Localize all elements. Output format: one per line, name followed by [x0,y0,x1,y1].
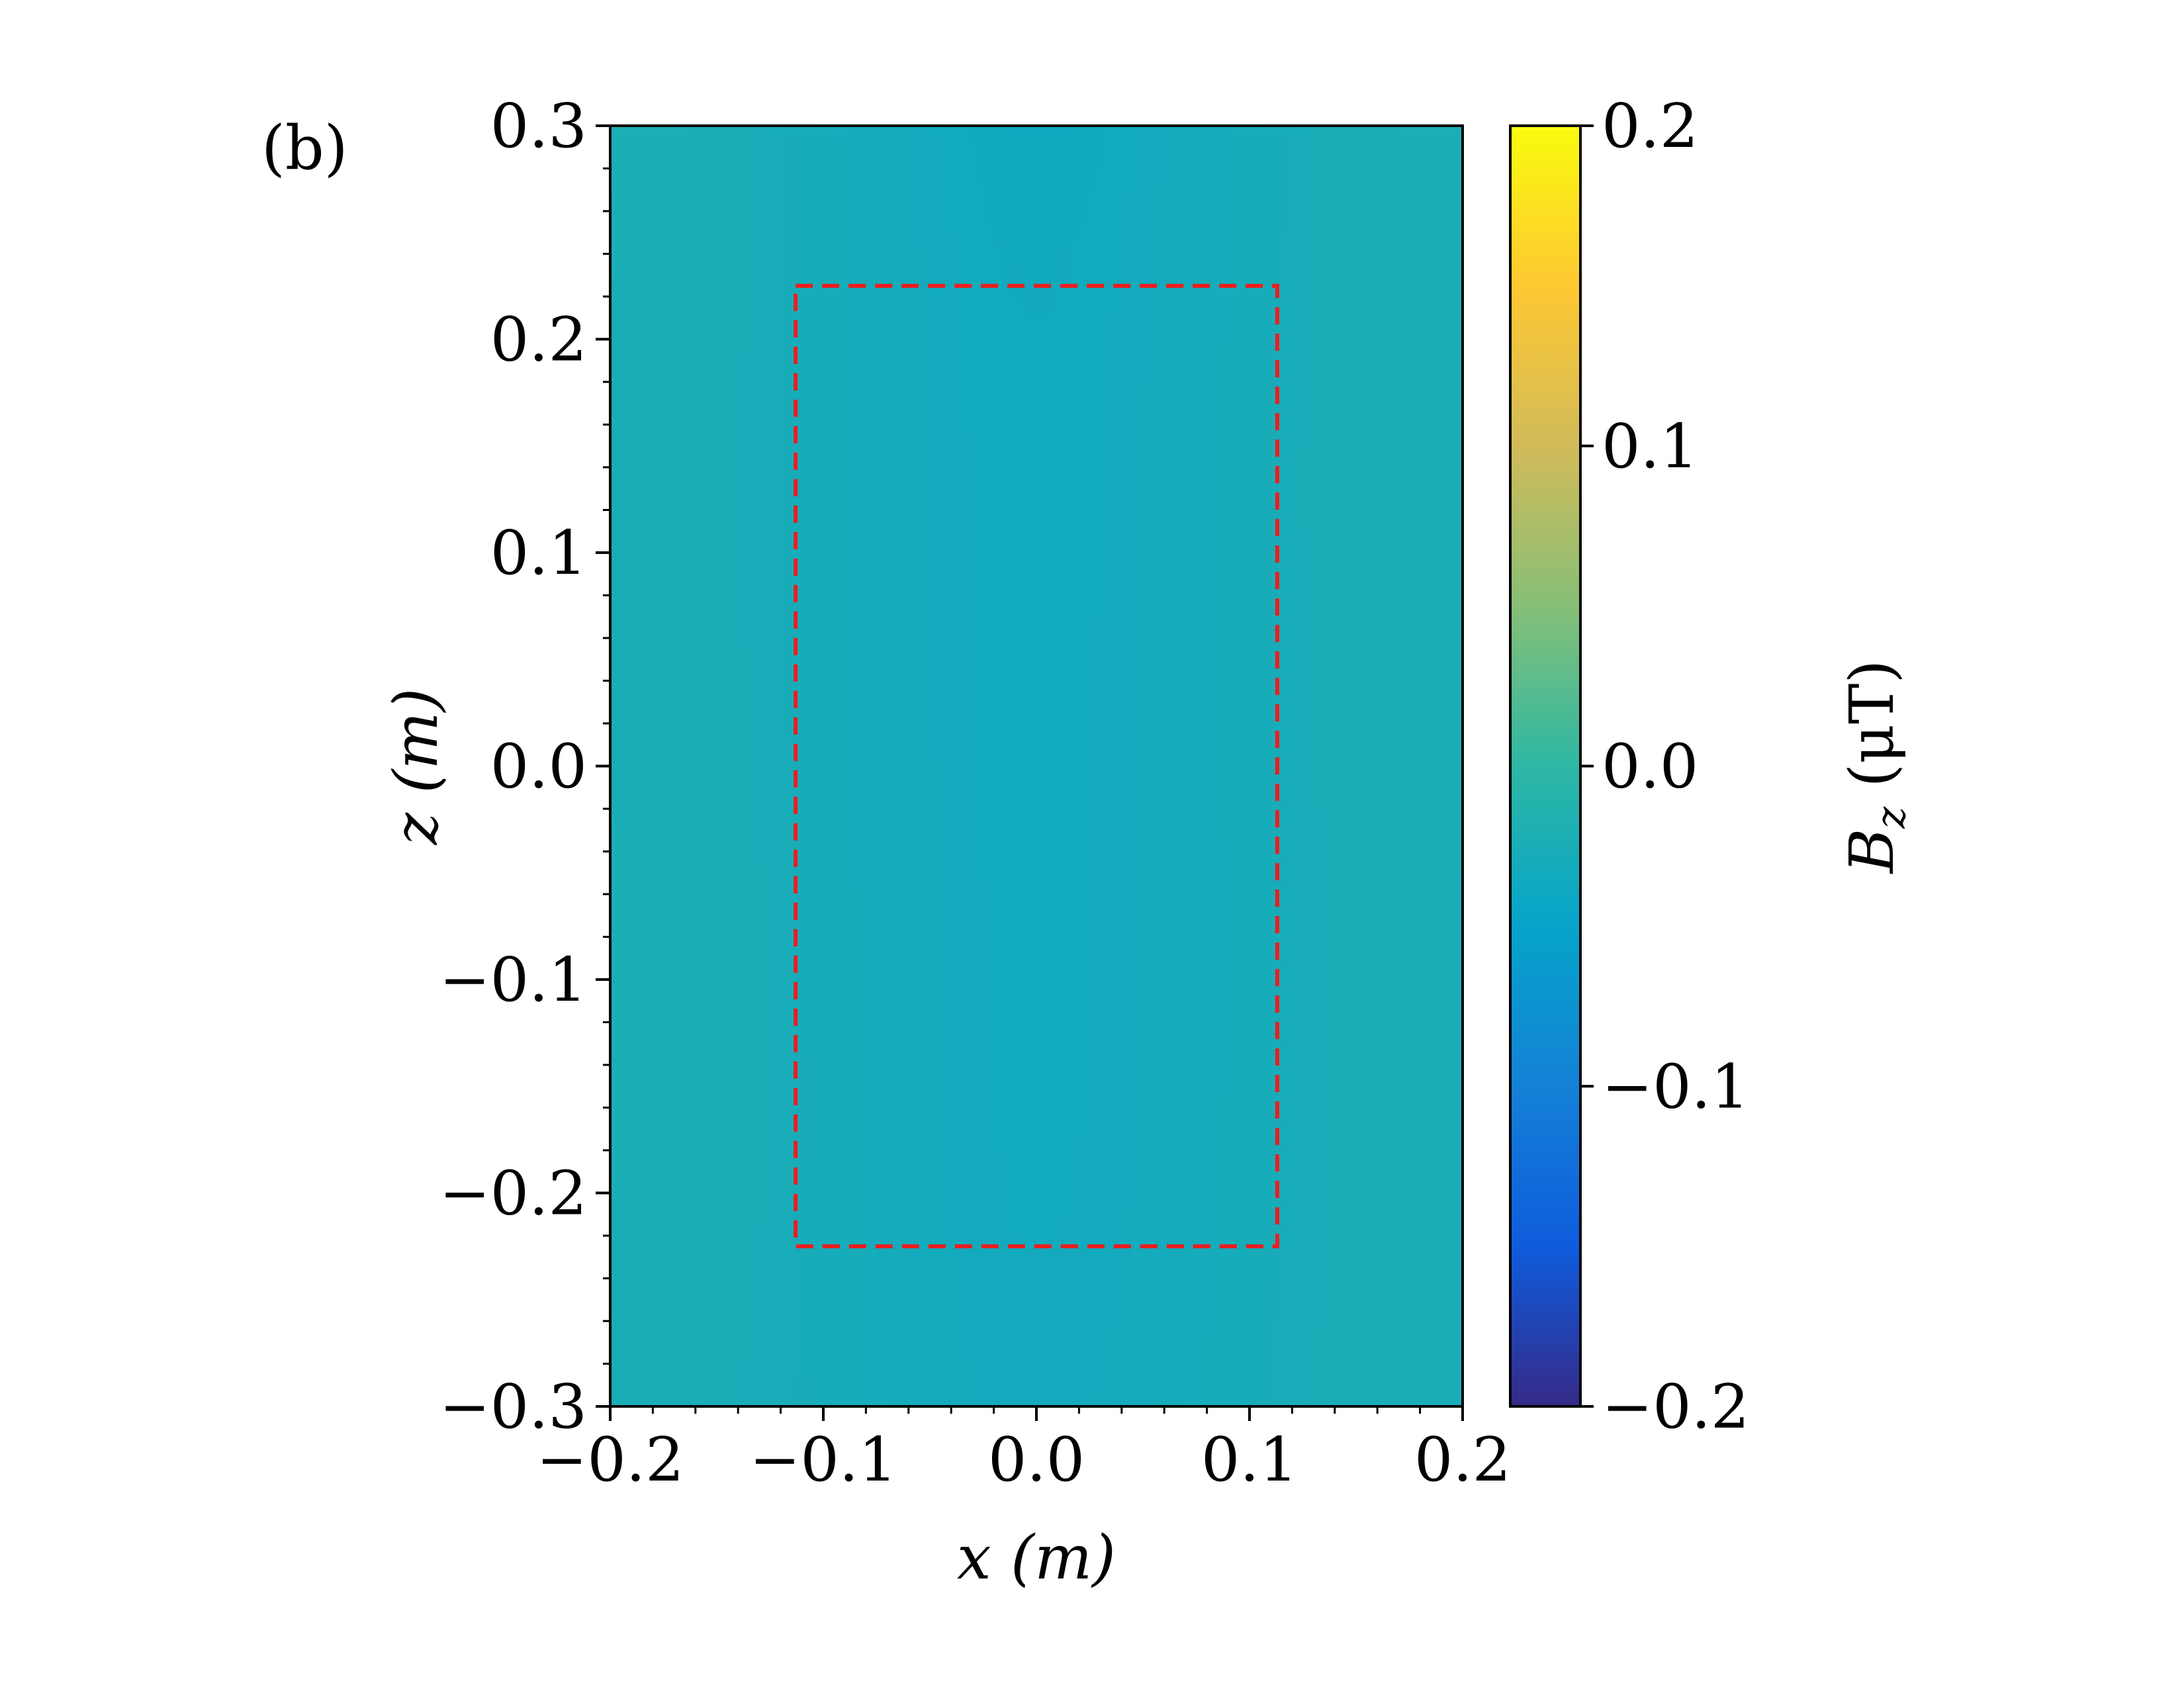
panel-label: (b) [261,113,348,183]
y-tick-label: 0.0 [490,731,587,802]
colorbar-fill [1510,126,1580,1406]
dashed-region-box [794,283,1279,1249]
y-tick-label: 0.1 [490,518,587,588]
y-axis-label: z (m) [381,688,451,846]
x-tick-label: −0.1 [749,1424,897,1495]
colorbar-tick-label: −0.2 [1602,1371,1749,1442]
y-tick-label: −0.2 [439,1158,587,1229]
colorbar-ticks: −0.2 −0.1 0.0 0.1 0.2 [1580,91,1749,1442]
colorbar-label: Bz (μT) [1837,660,1915,874]
heatmap-image [610,126,1463,1406]
colorbar-tick-label: 0.2 [1602,91,1698,161]
x-tick-label: −0.2 [536,1424,684,1495]
colorbar: −0.2 −0.1 0.0 0.1 0.2 Bz (μT) [1509,91,1915,1442]
x-axis-label: x (m) [957,1522,1116,1593]
y-tick-label: 0.2 [490,304,587,375]
y-tick-label: 0.3 [490,91,587,161]
y-axis: −0.3 −0.2 −0.1 0.0 0.1 0.2 0.3 [439,91,610,1442]
x-tick-label: 0.2 [1414,1424,1511,1495]
x-axis: −0.2 −0.1 0.0 0.1 0.2 [536,1406,1511,1495]
x-tick-label: 0.0 [988,1424,1085,1495]
heatmap [610,126,1463,1406]
colorbar-tick-label: 0.1 [1602,411,1698,482]
colorbar-tick-label: −0.1 [1602,1051,1749,1122]
x-tick-label: 0.1 [1201,1424,1298,1495]
colorbar-tick-label: 0.0 [1602,731,1698,802]
y-tick-label: −0.3 [439,1371,587,1442]
y-tick-label: −0.1 [439,944,587,1015]
